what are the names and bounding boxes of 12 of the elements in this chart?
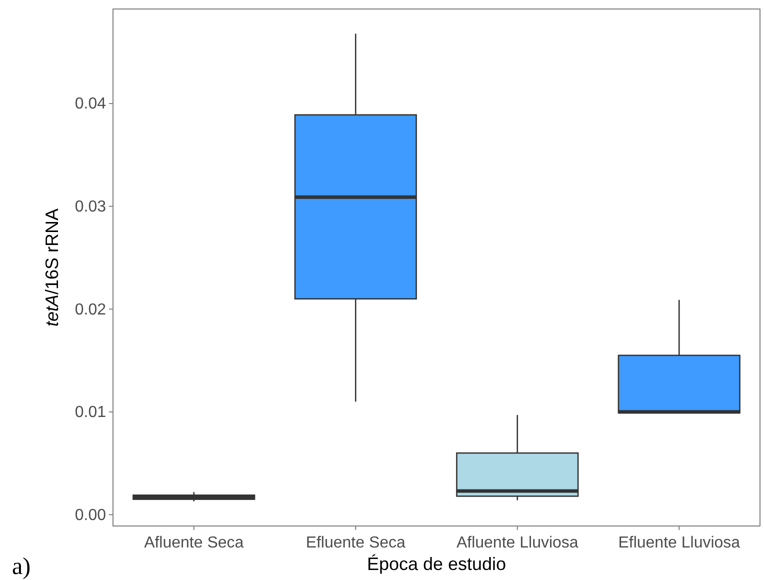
text: a) [12,554,31,580]
y-axis-title: tetA/16S rRNA [42,208,62,327]
y-tick-label: 0.03 [74,198,106,216]
y-tick-label: 0.04 [74,96,106,113]
x-tick-label: Afluente Seca [144,534,244,552]
y-tick-label: 0.02 [74,301,106,318]
x-tick-label: Efluente Seca [306,534,406,552]
x-tick-label: Efluente Lluviosa [618,534,740,552]
y-tick-label: 0.01 [74,404,106,422]
x-tick-label: Afluente Lluviosa [456,534,578,552]
y-tick-label: 0.00 [74,506,106,524]
x-axis-title: Época de estudio [366,554,506,574]
